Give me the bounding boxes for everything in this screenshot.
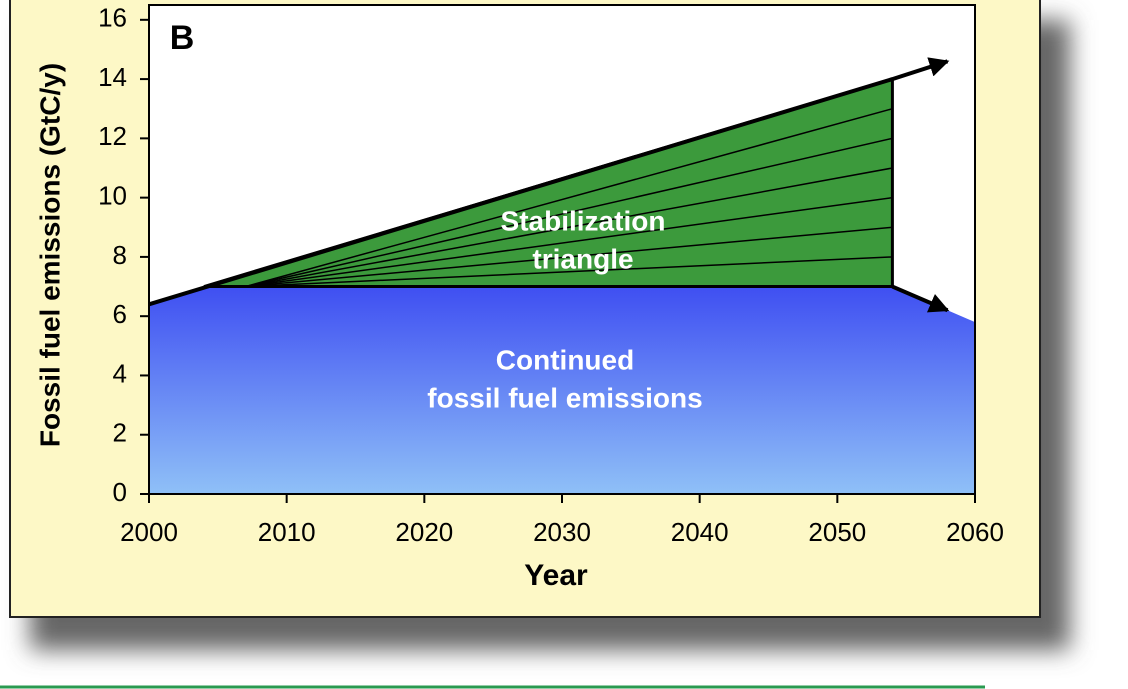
y-tick-label: 6: [113, 299, 127, 329]
x-tick-label: 2060: [946, 517, 1004, 547]
wedge-line: [245, 196, 893, 288]
y-tick-label: 12: [98, 121, 127, 151]
y-tick-label: 4: [113, 358, 127, 388]
x-tick-label: 2040: [671, 517, 729, 547]
x-tick-label: 2050: [808, 517, 866, 547]
emissions-area: [149, 286, 975, 494]
area-label: Stabilization: [501, 205, 666, 236]
arrow-line: [891, 57, 950, 81]
x-tick-label: 2030: [533, 517, 591, 547]
wedge-line: [245, 256, 893, 288]
wedge-line: [245, 167, 893, 288]
arrow-line: [891, 284, 950, 313]
x-tick-label: 2020: [395, 517, 453, 547]
y-tick-label: 10: [98, 181, 127, 211]
trend-line: [148, 77, 893, 307]
wedge-line: [245, 226, 893, 288]
y-tick-label: 0: [113, 477, 127, 507]
y-tick-label: 8: [113, 240, 127, 270]
wedge-line: [245, 137, 893, 288]
area-label: triangle: [532, 243, 633, 274]
y-tick-label: 16: [98, 3, 127, 33]
wedge-line: [245, 108, 893, 288]
x-tick-label: 2000: [120, 517, 178, 547]
panel-label: B: [170, 19, 195, 57]
y-tick-label: 14: [98, 62, 127, 92]
x-tick-label: 2010: [258, 517, 316, 547]
y-tick-label: 2: [113, 418, 127, 448]
area-label: Continued: [496, 344, 634, 375]
area-label: fossil fuel emissions: [427, 382, 702, 413]
x-axis-label: Year: [524, 559, 588, 592]
y-axis-label: Fossil fuel emissions (GtC/y): [34, 63, 65, 447]
